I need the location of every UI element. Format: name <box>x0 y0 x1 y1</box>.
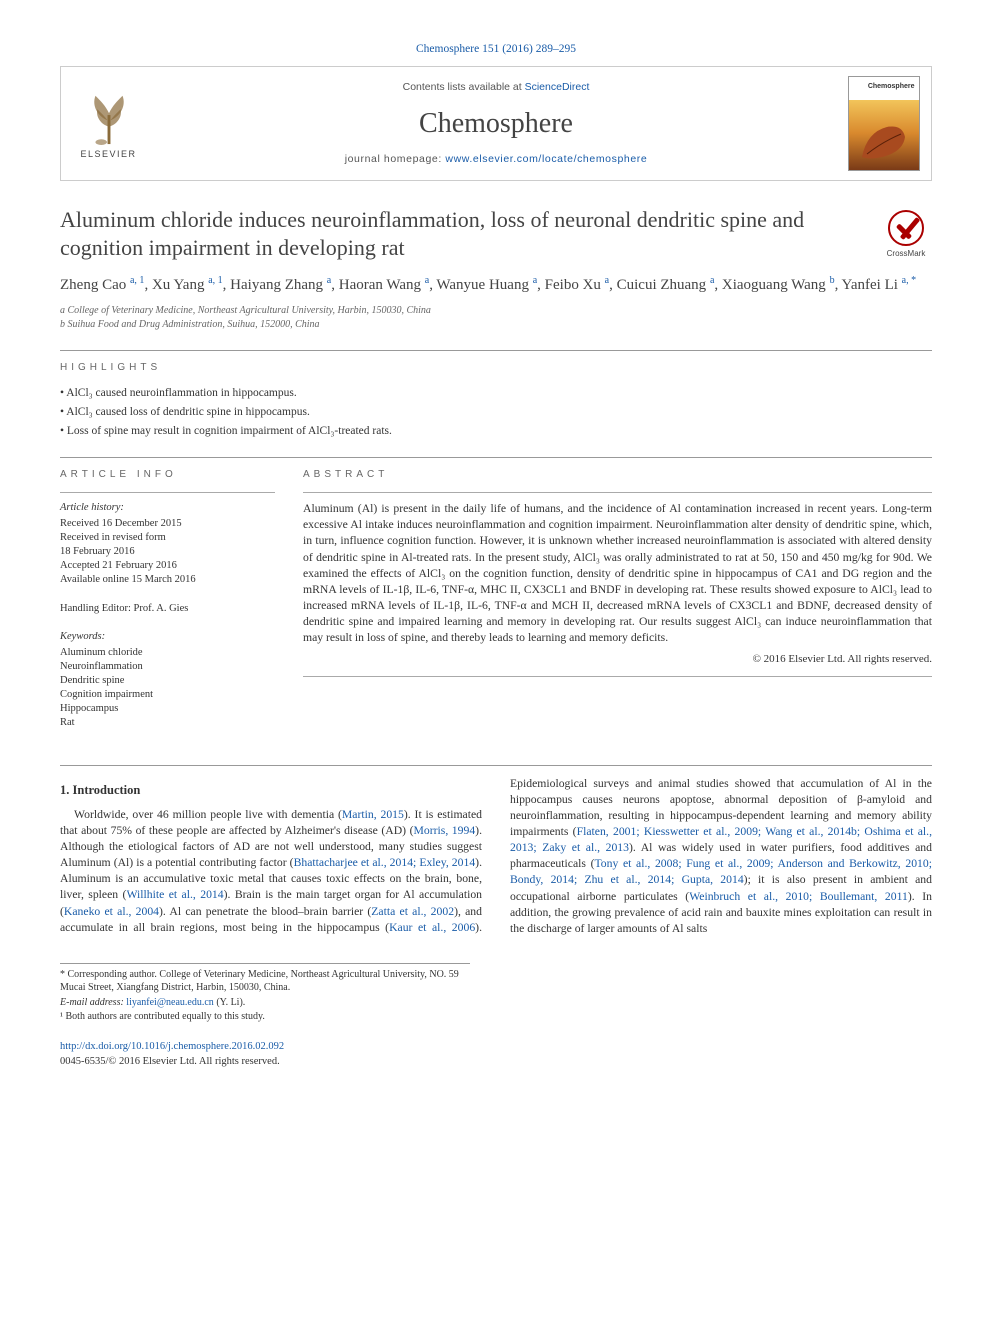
journal-homepage-line: journal homepage: www.elsevier.com/locat… <box>345 152 648 167</box>
citation-link[interactable]: Morris, 1994 <box>414 824 476 837</box>
email-link[interactable]: liyanfei@neau.edu.cn <box>126 997 214 1008</box>
divider <box>60 765 932 766</box>
keyword-item: Hippocampus <box>60 702 275 716</box>
sciencedirect-link[interactable]: ScienceDirect <box>525 81 590 93</box>
publisher-logo-left: ELSEVIER <box>61 67 156 180</box>
cover-label: Chemosphere <box>868 82 915 92</box>
divider <box>303 492 932 493</box>
highlights-label: HIGHLIGHTS <box>60 361 932 375</box>
divider <box>303 676 932 677</box>
journal-homepage-link[interactable]: www.elsevier.com/locate/chemosphere <box>445 153 647 165</box>
affiliations: a College of Veterinary Medicine, Northe… <box>60 304 932 332</box>
crossmark-label: CrossMark <box>887 248 926 259</box>
citation-link[interactable]: Kaneko et al., 2004 <box>64 905 159 918</box>
body-text-run: ). Brain is the main target organ for Al <box>224 888 415 901</box>
history-line: Available online 15 March 2016 <box>60 573 275 587</box>
highlight-item: Loss of spine may result in cognition im… <box>60 423 932 439</box>
citation-link[interactable]: Chemosphere 151 (2016) 289–295 <box>416 43 576 55</box>
crossmark-icon <box>888 210 924 246</box>
intro-paragraph: Worldwide, over 46 million people live w… <box>60 776 932 937</box>
article-title: Aluminum chloride induces neuroinflammat… <box>60 206 866 262</box>
equal-contrib-footnote: ¹ Both authors are contributed equally t… <box>60 1010 470 1024</box>
abstract-text: Aluminum (Al) is present in the daily li… <box>303 501 932 646</box>
publisher-name: ELSEVIER <box>80 148 136 161</box>
history-head: Article history: <box>60 501 275 516</box>
keywords-head: Keywords: <box>60 630 275 645</box>
crossmark-badge[interactable]: CrossMark <box>880 210 932 259</box>
article-history: Article history: Received 16 December 20… <box>60 501 275 588</box>
citation-link[interactable]: Kaur et al., 2006 <box>389 921 475 934</box>
email-label: E-mail address: <box>60 997 126 1008</box>
abstract-label: ABSTRACT <box>303 468 932 482</box>
elsevier-tree-icon <box>80 88 138 146</box>
citation-link[interactable]: Martin, 2015 <box>342 808 404 821</box>
keyword-item: Neuroinflammation <box>60 660 275 674</box>
keyword-item: Rat <box>60 716 275 730</box>
issn-copyright: 0045-6535/© 2016 Elsevier Ltd. All right… <box>60 1055 932 1070</box>
divider <box>60 457 932 458</box>
keywords-block: Keywords: Aluminum chlorideNeuroinflamma… <box>60 630 275 731</box>
cover-leaf-icon <box>857 122 907 162</box>
authors-list: Zheng Cao a, 1, Xu Yang a, 1, Haiyang Zh… <box>60 274 932 296</box>
citation-link[interactable]: Willhite et al., 2014 <box>126 888 223 901</box>
bottom-bar: http://dx.doi.org/10.1016/j.chemosphere.… <box>60 1040 932 1069</box>
body-text: 1. Introduction Worldwide, over 46 milli… <box>60 776 932 937</box>
citation-link[interactable]: Zatta et al., 2002 <box>371 905 454 918</box>
citation-link[interactable]: Weinbruch et al., 2010; Boullemant, 2011 <box>689 890 908 903</box>
history-line: Accepted 21 February 2016 <box>60 559 275 573</box>
journal-cover-thumb: Chemosphere <box>836 67 931 180</box>
highlights-block: AlCl₃ caused neuroinflammation in hippoc… <box>60 385 932 439</box>
section-heading-intro: 1. Introduction <box>60 782 482 799</box>
footnotes: * Corresponding author. College of Veter… <box>60 963 470 1024</box>
history-line: Received 16 December 2015 <box>60 517 275 531</box>
body-text-run: ). Al can penetrate the blood–brain barr… <box>159 905 371 918</box>
article-info-label: ARTICLE INFO <box>60 468 275 482</box>
journal-name: Chemosphere <box>419 104 573 143</box>
body-text-run: Worldwide, over 46 million people live w… <box>74 808 342 821</box>
affiliation-a: a College of Veterinary Medicine, Northe… <box>60 304 932 318</box>
doi-link[interactable]: http://dx.doi.org/10.1016/j.chemosphere.… <box>60 1041 284 1052</box>
divider <box>60 350 932 351</box>
keyword-item: Cognition impairment <box>60 688 275 702</box>
handling-editor: Handling Editor: Prof. A. Gies <box>60 602 275 616</box>
email-suffix: (Y. Li). <box>214 997 245 1008</box>
highlight-item: AlCl₃ caused loss of dendritic spine in … <box>60 404 932 420</box>
citation-header: Chemosphere 151 (2016) 289–295 <box>60 40 932 58</box>
divider <box>60 492 275 493</box>
corresponding-footnote: * Corresponding author. College of Veter… <box>60 968 470 995</box>
contents-available-line: Contents lists available at ScienceDirec… <box>403 80 590 95</box>
citation-link[interactable]: Bhattacharjee et al., 2014; Exley, 2014 <box>294 856 476 869</box>
journal-header-box: ELSEVIER Contents lists available at Sci… <box>60 66 932 181</box>
abstract-copyright: © 2016 Elsevier Ltd. All rights reserved… <box>303 652 932 667</box>
editor-line: Handling Editor: Prof. A. Gies <box>60 602 275 616</box>
highlight-item: AlCl₃ caused neuroinflammation in hippoc… <box>60 385 932 401</box>
keyword-item: Aluminum chloride <box>60 646 275 660</box>
email-footnote: E-mail address: liyanfei@neau.edu.cn (Y.… <box>60 996 470 1010</box>
history-line: Received in revised form <box>60 531 275 545</box>
homepage-prefix: journal homepage: <box>345 153 446 165</box>
keyword-item: Dendritic spine <box>60 674 275 688</box>
history-line: 18 February 2016 <box>60 545 275 559</box>
contents-prefix: Contents lists available at <box>403 81 525 93</box>
affiliation-b: b Suihua Food and Drug Administration, S… <box>60 318 932 332</box>
